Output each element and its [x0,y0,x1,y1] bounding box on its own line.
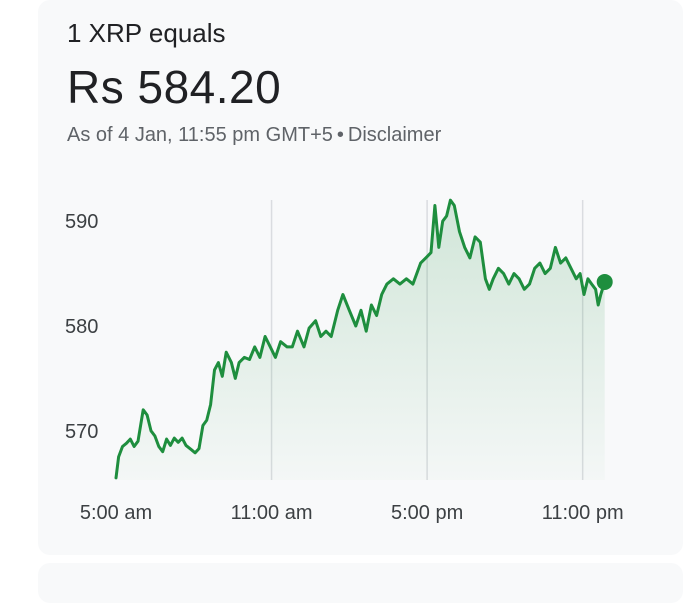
y-tick-label: 590 [65,211,98,233]
price-line [114,198,607,480]
chart-area-fill [116,200,605,480]
as-of-timestamp: As of 4 Jan, 11:55 pm GMT+5 [67,124,333,146]
x-tick-label: 11:00 am [231,502,313,524]
x-axis-ticks: 5:00 am 11:00 am 5:00 pm 11:00 pm [80,502,624,524]
x-tick-label: 5:00 am [80,502,152,524]
price-chart[interactable]: 590 580 570 5:00 am 11:00 am 5:00 pm 11:00 pm [0,0,699,581]
x-tick-label: 5:00 pm [391,502,463,524]
converted-price: Rs 584.20 [67,61,282,113]
unit-label: 1 XRP equals [67,18,226,48]
as-of-line: As of 4 Jan, 11:55 pm GMT+5 • Disclaimer [67,124,441,147]
latest-price-dot[interactable] [596,273,613,290]
disclaimer-link[interactable]: Disclaimer [347,124,442,146]
y-tick-label: 580 [65,316,98,338]
y-axis-ticks: 590 580 570 [65,211,98,443]
y-tick-label: 570 [65,421,98,443]
x-tick-label: 11:00 pm [542,502,624,524]
separator-dot: • [336,124,344,146]
